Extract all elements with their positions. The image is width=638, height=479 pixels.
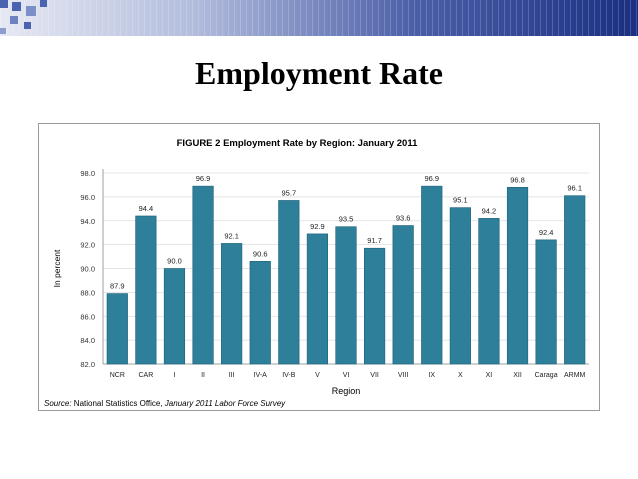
- header-band: [0, 0, 638, 36]
- bar: [135, 215, 157, 365]
- bar: [564, 195, 586, 365]
- x-tick-label: CAR: [138, 372, 153, 379]
- bar: [449, 207, 471, 365]
- bar-value-label: 90.0: [167, 257, 182, 266]
- bar-value-label: 92.4: [539, 228, 554, 237]
- y-tick-label: 98.0: [80, 169, 95, 178]
- decorative-square: [10, 16, 18, 24]
- y-tick-label: 82.0: [80, 360, 95, 369]
- bar-value-label: 90.6: [253, 249, 268, 258]
- x-tick-label: X: [458, 372, 463, 379]
- bar: [163, 268, 186, 365]
- bar: [106, 293, 128, 365]
- bar-value-label: 96.9: [196, 174, 211, 183]
- bar: [421, 185, 443, 365]
- bar: [249, 261, 271, 365]
- x-tick-label: II: [201, 372, 205, 379]
- source-detail: January 2011 Labor Force Survey: [162, 399, 286, 408]
- bar: [278, 200, 300, 365]
- y-axis-label: In percent: [52, 249, 62, 287]
- bar: [221, 243, 243, 365]
- bar: [478, 218, 500, 365]
- bar-value-label: 94.4: [139, 204, 154, 213]
- x-tick-label: IV-A: [254, 372, 268, 379]
- bar: [335, 226, 357, 365]
- bar-value-label: 87.9: [110, 282, 125, 291]
- bar: [506, 187, 529, 365]
- y-tick-label: 96.0: [80, 193, 95, 202]
- bar-value-label: 96.8: [510, 175, 525, 184]
- decorative-square: [12, 2, 21, 11]
- x-tick-label: NCR: [110, 372, 125, 379]
- bar: [392, 225, 414, 365]
- x-tick-label: I: [173, 372, 175, 379]
- x-axis-label: Region: [332, 386, 361, 396]
- source-org: National Statistics Office,: [71, 399, 163, 408]
- decorative-square: [0, 0, 8, 8]
- source-note: Source: National Statistics Office, Janu…: [44, 399, 285, 408]
- bar-value-label: 95.7: [282, 188, 297, 197]
- x-tick-label: III: [229, 372, 235, 379]
- bar-value-label: 95.1: [453, 196, 468, 205]
- bar-value-label: 91.7: [367, 236, 382, 245]
- x-tick-label: IV-B: [282, 372, 296, 379]
- y-tick-label: 94.0: [80, 217, 95, 226]
- source-label: Source:: [44, 399, 72, 408]
- decorative-square: [24, 22, 31, 29]
- bar-value-label: 96.1: [567, 184, 582, 193]
- y-tick-label: 86.0: [80, 312, 95, 321]
- chart-container: FIGURE 2 Employment Rate by Region: Janu…: [38, 123, 600, 411]
- bar-value-label: 93.5: [339, 215, 354, 224]
- x-tick-label: VIII: [398, 372, 409, 379]
- x-tick-label: ARMM: [564, 372, 586, 379]
- slide-title: Employment Rate: [195, 55, 443, 91]
- decorative-square: [0, 28, 6, 34]
- x-tick-label: XII: [513, 372, 522, 379]
- bar-value-label: 92.9: [310, 222, 325, 231]
- bar: [535, 239, 557, 365]
- decorative-square: [40, 0, 47, 7]
- x-tick-label: V: [315, 372, 320, 379]
- bar-value-label: 96.9: [424, 174, 439, 183]
- y-tick-label: 90.0: [80, 265, 95, 274]
- bar-value-label: 94.2: [482, 206, 497, 215]
- bar: [363, 247, 386, 365]
- x-tick-label: Caraga: [535, 372, 558, 379]
- decorative-square: [26, 6, 36, 16]
- chart-title: FIGURE 2 Employment Rate by Region: Janu…: [177, 138, 418, 149]
- header-band-stripes: [0, 0, 638, 36]
- y-tick-label: 92.0: [80, 241, 95, 250]
- bar: [306, 233, 329, 365]
- bar-value-label: 93.6: [396, 214, 411, 223]
- y-tick-label: 84.0: [80, 336, 95, 345]
- x-tick-label: IX: [428, 372, 435, 379]
- y-tick-label: 88.0: [80, 288, 95, 297]
- bar: [192, 185, 214, 365]
- x-tick-label: VI: [343, 372, 350, 379]
- x-tick-label: VII: [370, 372, 379, 379]
- x-tick-label: XI: [486, 372, 493, 379]
- bar-value-label: 92.1: [224, 231, 239, 240]
- bar-chart: FIGURE 2 Employment Rate by Region: Janu…: [52, 138, 589, 396]
